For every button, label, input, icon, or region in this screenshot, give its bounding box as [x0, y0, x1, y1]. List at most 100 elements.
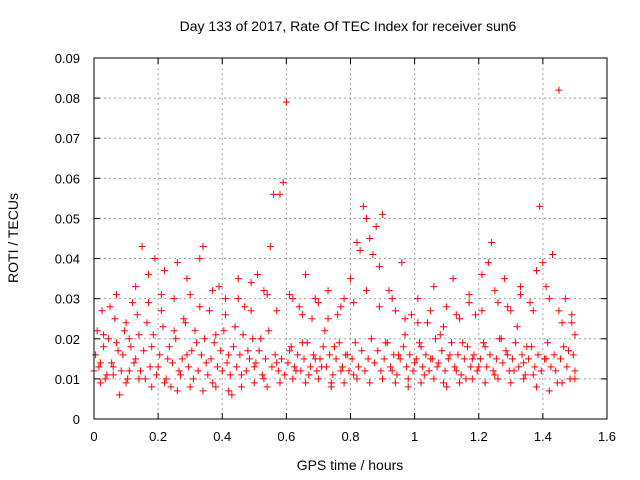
x-tick-label: 1.2: [470, 429, 488, 444]
data-point: [345, 367, 353, 375]
data-point: [335, 339, 343, 347]
data-point: [367, 335, 375, 343]
data-point: [363, 214, 371, 222]
data-point: [106, 303, 114, 311]
y-tick-label: 0.08: [55, 91, 80, 106]
data-point: [465, 299, 473, 307]
x-tick-label: 0.2: [149, 429, 167, 444]
data-point: [439, 379, 447, 387]
data-point: [188, 347, 196, 355]
data-point: [529, 371, 537, 379]
data-point: [306, 363, 314, 371]
data-point: [342, 351, 350, 359]
data-point: [484, 259, 492, 267]
x-tick-label: 0.8: [341, 429, 359, 444]
data-point: [419, 363, 427, 371]
data-point: [537, 367, 545, 375]
data-point: [229, 343, 237, 351]
data-point: [263, 291, 271, 299]
data-point: [366, 379, 374, 387]
data-point: [361, 367, 369, 375]
data-point: [528, 343, 536, 351]
data-point: [430, 375, 438, 383]
data-point: [568, 311, 576, 319]
data-point: [435, 359, 443, 367]
data-point: [231, 323, 239, 331]
data-point: [170, 295, 178, 303]
data-point: [122, 319, 130, 327]
data-point: [385, 287, 393, 295]
data-point: [321, 327, 329, 335]
data-point: [122, 379, 130, 387]
data-point: [125, 367, 133, 375]
data-point: [536, 202, 544, 210]
data-point: [478, 271, 486, 279]
data-point: [508, 355, 516, 363]
data-point: [252, 359, 260, 367]
data-point: [212, 331, 220, 339]
data-point: [212, 383, 220, 391]
data-point: [250, 363, 258, 371]
data-point: [225, 387, 233, 395]
data-point: [404, 383, 412, 391]
data-point: [276, 190, 284, 198]
data-point: [571, 367, 579, 375]
data-point: [327, 383, 335, 391]
data-point: [332, 355, 340, 363]
data-point: [180, 315, 188, 323]
data-point: [456, 315, 464, 323]
data-point: [228, 391, 236, 399]
data-point: [161, 267, 169, 275]
data-point: [226, 371, 234, 379]
data-point: [258, 371, 266, 379]
data-point: [140, 347, 148, 355]
data-point: [164, 355, 172, 363]
data-point: [298, 311, 306, 319]
y-tick-label: 0.09: [55, 51, 80, 66]
data-point: [282, 98, 290, 106]
data-point: [165, 343, 173, 351]
data-point: [132, 355, 140, 363]
data-point: [488, 239, 496, 247]
data-point: [183, 351, 191, 359]
data-point: [444, 355, 452, 363]
data-point: [319, 343, 327, 351]
data-point: [308, 315, 316, 323]
data-point: [233, 363, 241, 371]
data-point: [157, 291, 165, 299]
data-point: [452, 367, 460, 375]
data-point: [311, 295, 319, 303]
x-tick-label: 0.6: [277, 429, 295, 444]
data-point: [127, 343, 135, 351]
data-point: [260, 287, 268, 295]
data-point: [295, 303, 303, 311]
data-point: [234, 295, 242, 303]
data-point: [247, 307, 255, 315]
data-point: [438, 347, 446, 355]
data-point: [92, 351, 100, 359]
data-point: [199, 387, 207, 395]
data-point: [414, 295, 422, 303]
data-point: [242, 367, 250, 375]
data-point: [423, 319, 431, 327]
data-point: [210, 339, 218, 347]
data-point: [476, 355, 484, 363]
data-point: [350, 299, 358, 307]
data-point: [300, 355, 308, 363]
data-point: [221, 295, 229, 303]
data-point: [109, 371, 117, 379]
data-point: [481, 343, 489, 351]
data-point: [135, 375, 143, 383]
data-point: [475, 363, 483, 371]
data-point: [236, 351, 244, 359]
data-point: [281, 371, 289, 379]
data-point: [151, 255, 159, 263]
y-tick-label: 0.03: [55, 292, 80, 307]
data-point: [266, 243, 274, 251]
data-point: [516, 283, 524, 291]
data-point: [162, 375, 170, 383]
data-point: [286, 347, 294, 355]
data-point: [500, 275, 508, 283]
y-tick-label: 0.04: [55, 252, 80, 267]
